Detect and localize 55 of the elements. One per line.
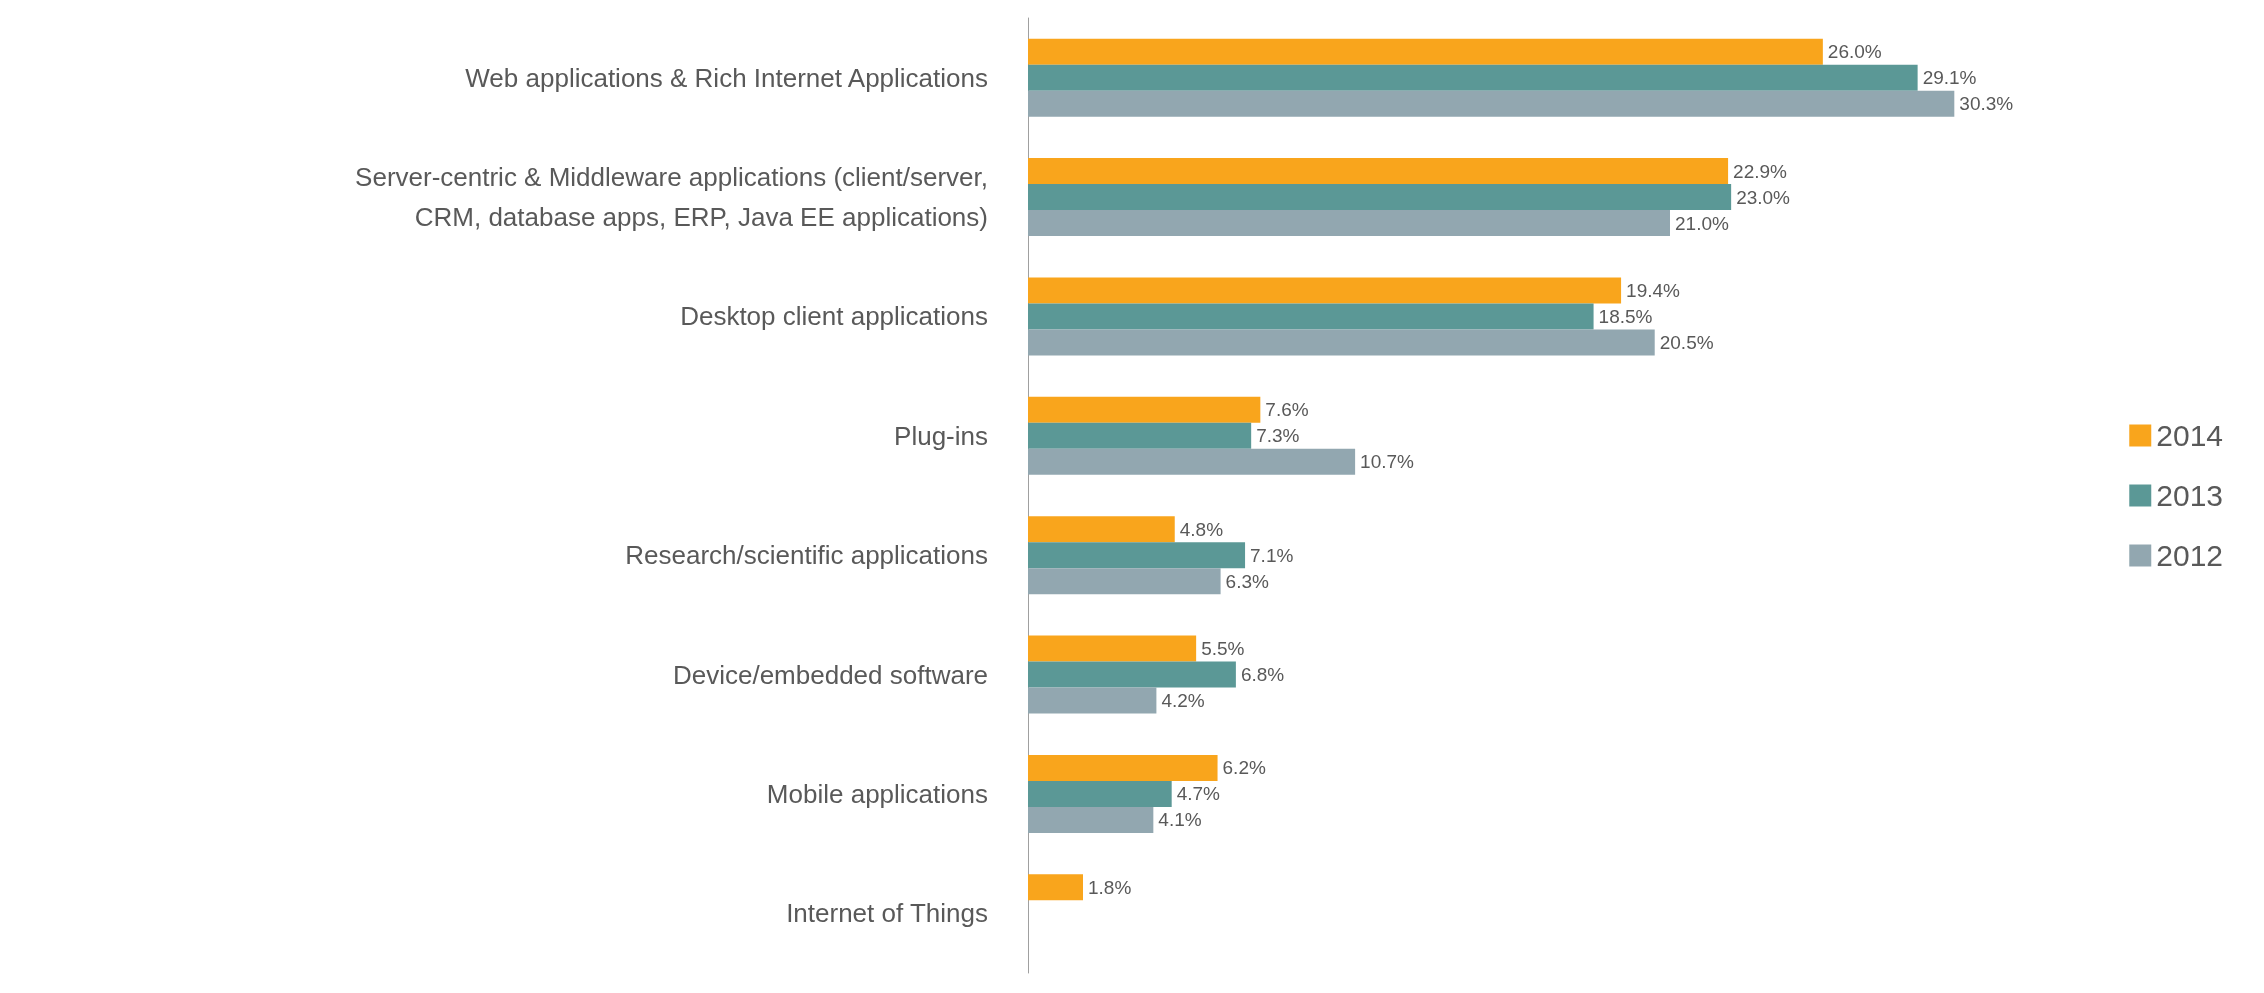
bar [1028, 516, 1175, 543]
data-label: 21.0% [1675, 212, 1729, 234]
bar [1028, 64, 1918, 91]
bar [1028, 303, 1594, 330]
data-label: 4.7% [1176, 783, 1221, 805]
bar [1028, 422, 1252, 449]
bar [1028, 780, 1172, 807]
bar [1028, 448, 1356, 475]
bar [1028, 635, 1197, 662]
y-tick-label: Plug-ins [894, 420, 988, 451]
bar [1028, 277, 1622, 304]
data-label: 7.6% [1265, 399, 1309, 421]
y-tick-label: Device/embedded software [672, 659, 988, 690]
y-tick-label: Web applications & Rich Internet Applications [465, 62, 988, 93]
y-tick-label: Server-centric & Middleware applications (client/server, CRM, database apps, ERP, Java EE applications) [355, 162, 988, 233]
data-label: 4.8% [1179, 518, 1224, 540]
bar [1028, 754, 1218, 781]
data-label: 23.0% [1736, 186, 1791, 208]
data-label: 7.3% [1256, 425, 1300, 447]
data-label: 5.5% [1201, 638, 1245, 660]
bar [1028, 874, 1084, 901]
bar [1028, 396, 1261, 423]
y-tick-label: Research/scientific applications [625, 540, 988, 571]
bar [1028, 158, 1729, 185]
data-label: 6.2% [1222, 757, 1266, 779]
legend-label: 2012 [2156, 539, 2224, 572]
data-label: 6.8% [1240, 664, 1285, 686]
data-label: 30.3% [1959, 93, 2014, 115]
data-label: 19.4% [1626, 279, 1681, 301]
bar [1028, 568, 1221, 595]
data-label: 10.7% [1360, 451, 1415, 473]
legend-label: 2013 [2156, 479, 2224, 512]
bar [1028, 184, 1732, 211]
data-label: 4.1% [1158, 809, 1202, 831]
bar [1028, 38, 1823, 65]
data-label: 6.3% [1225, 570, 1270, 592]
bar [1028, 806, 1154, 833]
bar [1028, 542, 1246, 569]
data-label: 29.1% [1922, 67, 1977, 89]
legend-label: 2014 [2156, 419, 2224, 452]
data-label: 1.8% [1088, 876, 1132, 898]
bar [1028, 687, 1157, 714]
data-label: 20.5% [1659, 331, 1714, 353]
bar [1028, 661, 1236, 688]
bar [1028, 210, 1670, 237]
y-tick-label: Desktop client applications [680, 301, 988, 332]
bar [1028, 329, 1655, 356]
data-label: 18.5% [1598, 305, 1653, 327]
data-label: 22.9% [1733, 160, 1788, 182]
y-tick-label: Internet of Things [786, 898, 988, 929]
data-label: 4.2% [1161, 690, 1205, 712]
data-label: 26.0% [1827, 41, 1882, 63]
bar [1028, 90, 1955, 117]
y-tick-label: Mobile applications [766, 778, 988, 809]
data-label: 7.1% [1250, 544, 1294, 566]
